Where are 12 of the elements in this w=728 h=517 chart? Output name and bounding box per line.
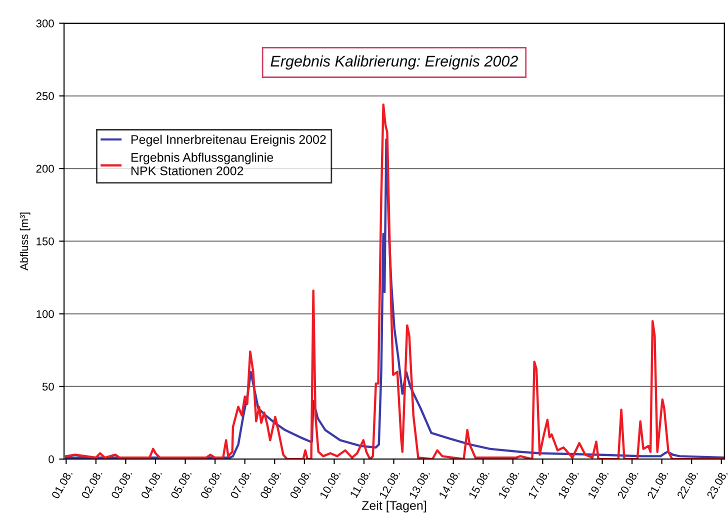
y-tick-label: 250: [36, 92, 54, 100]
legend-label: Pegel Innerbreitenau Ereignis 2002: [132, 134, 326, 146]
y-tick-label: 300: [36, 20, 54, 28]
y-axis-title: Abfluss [m³]: [20, 212, 30, 270]
x-axis-title: Zeit [Tagen]: [362, 500, 426, 512]
y-tick-label: 100: [36, 310, 54, 318]
text: Ergebnis Kalibrierung: Ereignis 2002: [270, 55, 518, 70]
y-tick-label: 200: [36, 164, 54, 173]
y-tick-label: 0: [48, 455, 54, 464]
y-tick-label: 50: [42, 382, 54, 391]
legend-label: Ergebnis Abflussganglinie NPK Stationen 2002: [132, 152, 274, 176]
y-tick-label: 150: [36, 237, 54, 246]
